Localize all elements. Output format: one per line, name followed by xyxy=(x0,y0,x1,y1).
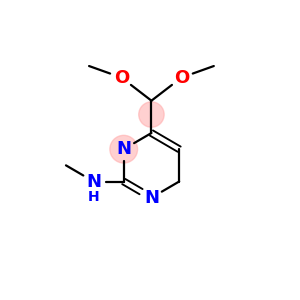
Text: N: N xyxy=(86,172,101,190)
Text: O: O xyxy=(174,69,189,87)
Text: N: N xyxy=(116,140,131,158)
Circle shape xyxy=(139,102,164,127)
Text: O: O xyxy=(114,69,129,87)
Text: H: H xyxy=(88,190,100,203)
Circle shape xyxy=(110,135,138,163)
Text: N: N xyxy=(144,189,159,207)
